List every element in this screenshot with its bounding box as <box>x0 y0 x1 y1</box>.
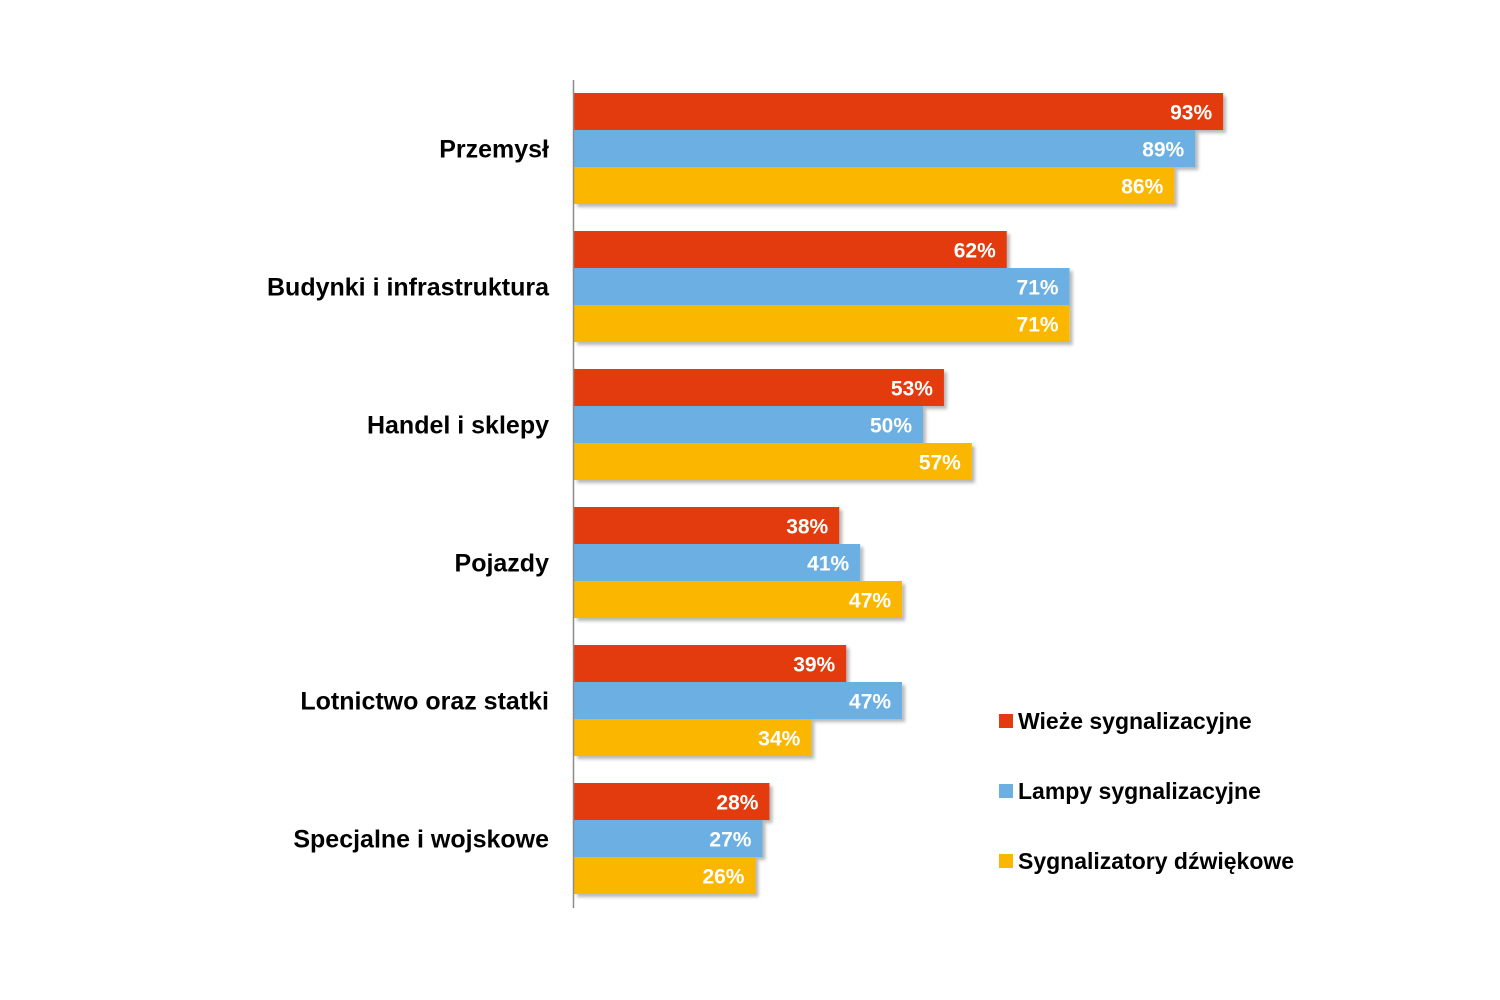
data-label: 38% <box>786 516 828 539</box>
data-label: 34% <box>758 728 800 751</box>
bar <box>574 719 812 756</box>
bar <box>574 544 861 581</box>
legend: Wieże sygnalizacyjne Lampy sygnalizacyjne… <box>999 708 1294 874</box>
category-label: Handel i sklepy <box>367 412 549 440</box>
data-label: 26% <box>702 866 744 889</box>
data-label: 47% <box>849 590 891 613</box>
data-label: 28% <box>716 792 758 815</box>
category-axis-labels: Przemysł Budynki i infrastruktura Handel i… <box>267 136 550 854</box>
bar <box>574 167 1175 204</box>
bar <box>574 93 1224 130</box>
category-label: Lotnictwo oraz statki <box>300 688 549 716</box>
legend-swatch <box>999 714 1013 728</box>
bar <box>574 682 903 719</box>
bar <box>574 820 763 857</box>
legend-swatch <box>999 854 1013 868</box>
bar <box>574 406 923 443</box>
bar <box>574 581 903 618</box>
bar <box>574 507 840 544</box>
bar <box>574 783 770 820</box>
category-label: Specjalne i wojskowe <box>293 826 549 854</box>
bar <box>574 231 1007 268</box>
legend-label: Wieże sygnalizacyjne <box>1018 708 1252 734</box>
bar <box>574 305 1070 342</box>
bars-layer <box>574 93 1224 894</box>
data-label: 62% <box>954 240 996 263</box>
legend-label: Lampy sygnalizacyjne <box>1018 778 1261 804</box>
data-label: 53% <box>891 378 933 401</box>
bar <box>574 645 847 682</box>
bar <box>574 130 1196 167</box>
bar <box>574 443 972 480</box>
data-label: 93% <box>1170 102 1212 125</box>
data-label: 71% <box>1017 314 1059 337</box>
data-label: 47% <box>849 691 891 714</box>
bar <box>574 857 756 894</box>
data-label: 71% <box>1017 277 1059 300</box>
data-label: 39% <box>793 654 835 677</box>
data-label: 57% <box>919 452 961 475</box>
bar <box>574 369 944 406</box>
data-label: 50% <box>870 415 912 438</box>
bar <box>574 268 1070 305</box>
data-label: 86% <box>1121 176 1163 199</box>
category-label: Budynki i infrastruktura <box>267 274 550 302</box>
data-label: 41% <box>807 553 849 576</box>
data-label: 27% <box>709 829 751 852</box>
data-labels-layer: 93%89%86%62%71%71%53%50%57%38%41%47%39%4… <box>702 102 1212 889</box>
legend-swatch <box>999 784 1013 798</box>
category-label: Przemysł <box>439 136 549 164</box>
legend-label: Sygnalizatory dźwiękowe <box>1018 848 1294 874</box>
category-label: Pojazdy <box>455 550 550 578</box>
data-label: 89% <box>1142 139 1184 162</box>
